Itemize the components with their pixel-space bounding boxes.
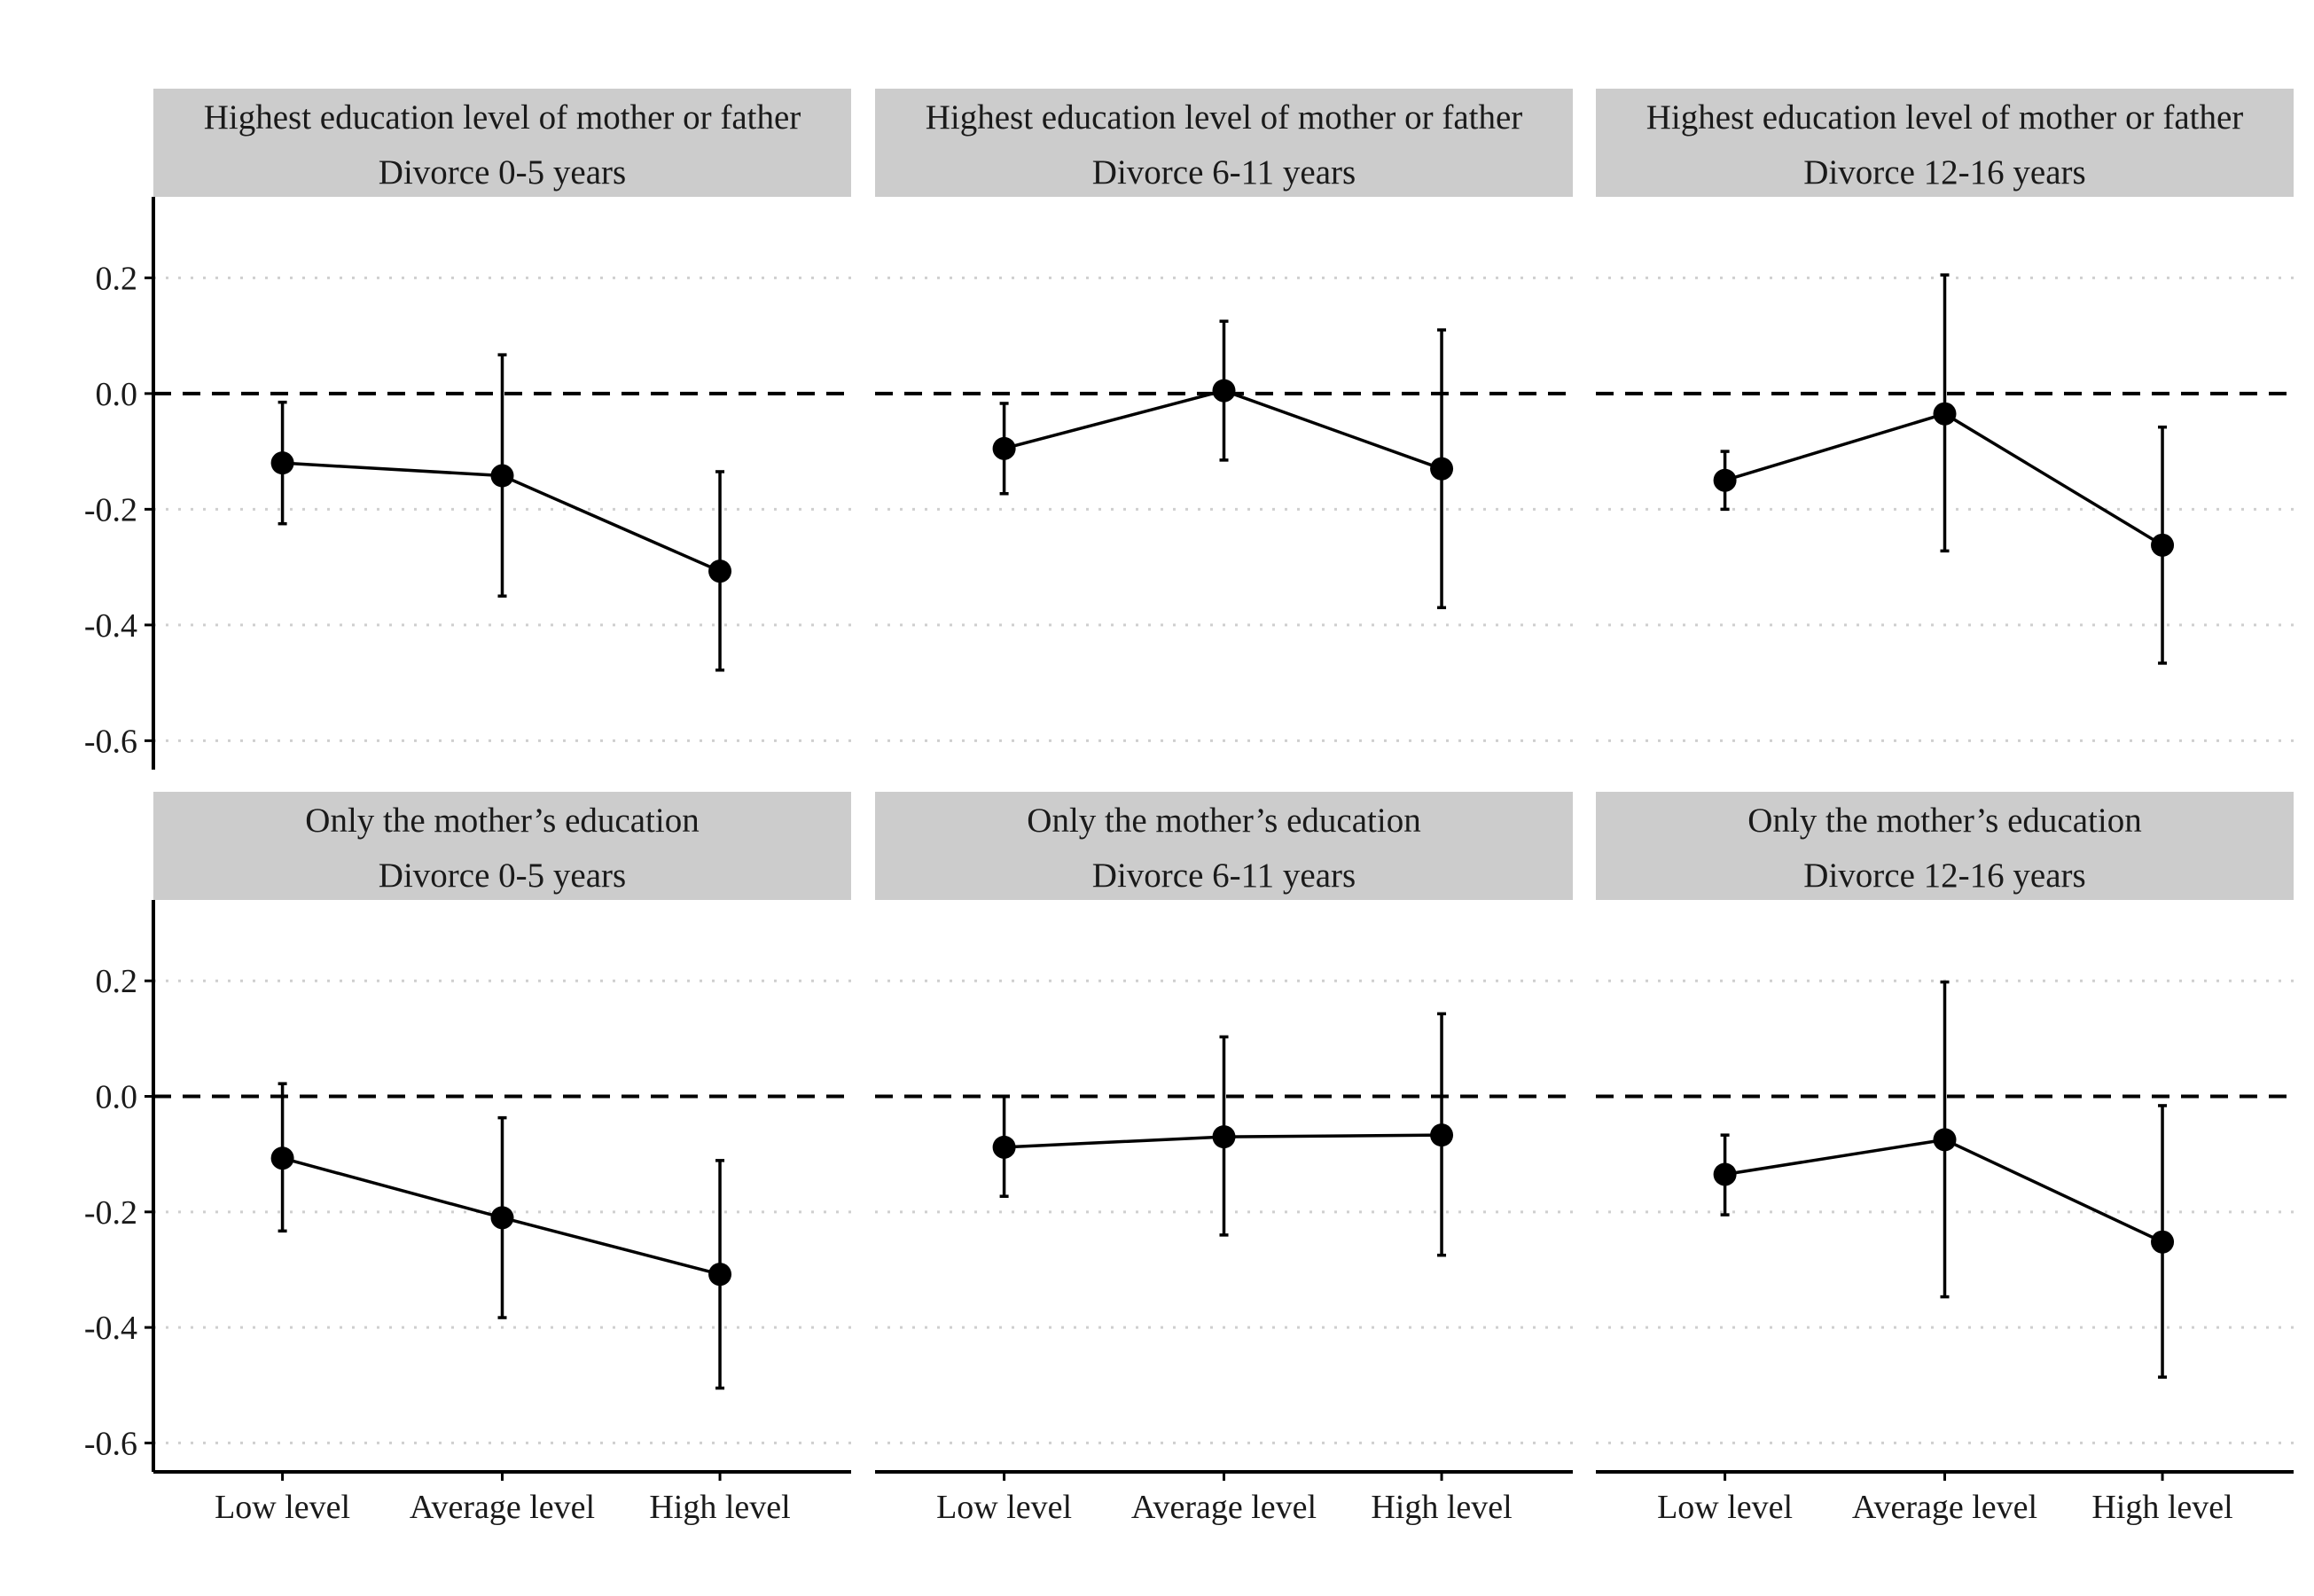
panel-6: Only the mother’s education Divorce 12-16… [1596,792,2294,1526]
panel-strip [1596,792,2294,900]
panel-2: Highest education level of mother or fat… [875,89,1573,742]
x-tick-label: Average level [410,1489,595,1526]
panel-title-line1: Only the mother’s education [1747,802,2141,840]
data-point [490,1206,514,1230]
panel-1: Highest education level of mother or fat… [84,89,851,770]
x-tick-label: Average level [1131,1489,1317,1526]
data-point [270,1146,294,1170]
panel-title-line1: Highest education level of mother or fat… [204,98,801,137]
y-tick-label: -0.4 [84,607,137,645]
panel-title-line2: Divorce 0-5 years [379,153,626,192]
x-tick-label: Low level [936,1489,1072,1526]
panel-title-line1: Only the mother’s education [305,802,699,840]
y-tick-label: -0.6 [84,723,137,760]
data-point [1933,402,1957,426]
y-tick-label: -0.6 [84,1425,137,1462]
panel-title-line1: Highest education level of mother or fat… [926,98,1523,137]
y-tick-label: 0.2 [96,963,138,1000]
data-point [490,464,514,488]
data-point [1430,1123,1454,1147]
y-tick-label: -0.2 [84,491,137,528]
x-tick-label: Average level [1852,1489,2037,1526]
panel-title-line1: Only the mother’s education [1027,802,1420,840]
data-point [270,451,294,475]
panel-title-line2: Divorce 12-16 years [1803,857,2085,895]
panel-title-line2: Divorce 12-16 years [1803,153,2085,192]
panel-title-line2: Divorce 6-11 years [1092,153,1356,192]
y-tick-label: 0.0 [96,376,138,413]
data-point [992,436,1016,460]
data-point [1212,1125,1236,1149]
data-point [1212,379,1236,403]
y-tick-label: 0.2 [96,260,138,297]
panel-strip [1596,89,2294,197]
data-point [1933,1128,1957,1152]
x-tick-label: High level [1371,1489,1512,1526]
panel-strip [875,89,1573,197]
panel-strip [875,792,1573,900]
data-point [708,559,732,583]
y-tick-label: 0.0 [96,1079,138,1116]
panel-title-line2: Divorce 6-11 years [1092,857,1356,895]
y-tick-label: -0.2 [84,1194,137,1232]
y-tick-label: -0.4 [84,1310,137,1347]
panel-title-line2: Divorce 0-5 years [379,857,626,895]
panel-strip [153,89,851,197]
data-point [1713,468,1737,492]
panel-strip [153,792,851,900]
panel-3: Highest education level of mother or fat… [1596,89,2294,742]
x-tick-label: Low level [215,1489,350,1526]
data-point [2151,533,2175,557]
x-tick-label: Low level [1657,1489,1793,1526]
panel-5: Only the mother’s education Divorce 6-11 … [875,792,1573,1526]
data-point [1430,457,1454,481]
panel-4: Only the mother’s education Divorce 0-5 y… [84,792,851,1526]
data-point [992,1135,1016,1159]
x-tick-label: High level [649,1489,790,1526]
data-point [1713,1162,1737,1186]
panel-title-line1: Highest education level of mother or fat… [1646,98,2244,137]
x-tick-label: High level [2091,1489,2232,1526]
data-point [708,1263,732,1287]
data-point [2151,1230,2175,1254]
